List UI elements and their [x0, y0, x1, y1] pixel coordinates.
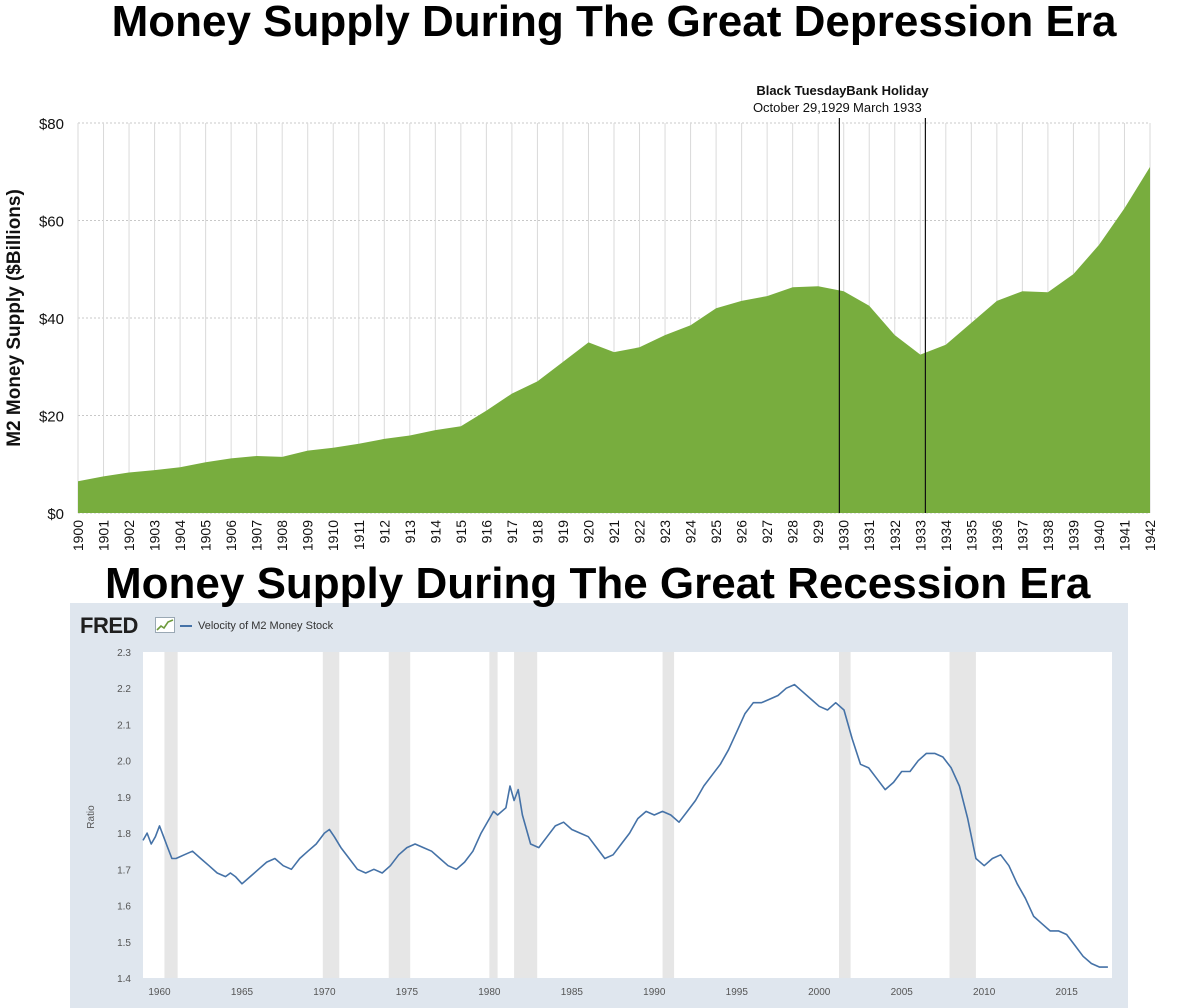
y-tick-label: 2.3	[117, 648, 131, 659]
y-tick-label: 2.2	[117, 684, 131, 695]
x-tick-label: 923	[657, 520, 673, 544]
x-tick-label: 1975	[396, 987, 419, 998]
x-tick-label: 2010	[973, 987, 996, 998]
y-tick-label: $60	[39, 214, 64, 231]
x-tick-label: 1910	[325, 520, 341, 551]
recession-band	[839, 652, 851, 978]
x-tick-label: 922	[632, 520, 648, 544]
depression-area-chart: $0 $20 $40 $60 $80 1900 1901 1902 1903 1904 1905 19…	[4, 83, 1158, 551]
x-tick-label: 2000	[808, 987, 831, 998]
legend-swatch	[180, 625, 192, 628]
x-tick-label: 1907	[249, 520, 265, 551]
x-tick-label: 925	[708, 520, 724, 544]
x-tick-label: 1935	[963, 520, 979, 551]
recession-band	[949, 652, 976, 978]
recession-band	[388, 652, 411, 978]
annotation-title: Bank Holiday	[846, 83, 929, 98]
x-tick-label: 926	[734, 520, 750, 544]
y-axis-label: M2 Money Supply ($Billions)	[4, 189, 25, 447]
chart-title-depression: Money Supply During The Great Depression…	[111, 0, 1117, 46]
x-tick-label: 1933	[912, 520, 928, 551]
y-tick-label: 1.4	[117, 974, 131, 985]
x-tick-label: 1942	[1142, 520, 1158, 551]
x-tick-label: 1970	[313, 987, 336, 998]
x-tick-label: 1941	[1116, 520, 1132, 551]
x-tick-label: 928	[785, 520, 801, 544]
x-tick-label: 1930	[836, 520, 852, 551]
x-tick-label: 1911	[351, 520, 367, 550]
x-tick-label: 917	[504, 520, 520, 544]
x-tick-label: 912	[376, 520, 392, 544]
x-tick-label: 929	[810, 520, 826, 544]
y-tick-label: 1.6	[117, 902, 131, 913]
annotation-title: Black Tuesday	[756, 83, 847, 98]
fred-chart-panel: 1.4 1.5 1.6 1.7 1.8 1.9 2.0 2.1 2.2 2.3 1960 1965 19…	[70, 603, 1128, 1008]
x-tick-label: 1902	[121, 520, 137, 551]
x-tick-label: 1908	[274, 520, 290, 551]
x-tick-label: 1932	[887, 520, 903, 551]
x-tick-label: 916	[478, 520, 494, 544]
x-tick-label: 1904	[172, 520, 188, 551]
fred-legend: Velocity of M2 Money Stock	[180, 618, 333, 634]
x-tick-label: 1940	[1091, 520, 1107, 551]
y-tick-label: $40	[39, 311, 64, 328]
y-tick-label: $80	[39, 116, 64, 133]
x-tick-label: 1985	[561, 987, 584, 998]
x-tick-label: 915	[453, 520, 469, 544]
y-tick-label: $0	[47, 506, 64, 523]
money-supply-area	[78, 166, 1150, 513]
x-tick-label: 1906	[223, 520, 239, 551]
x-tick-label: 2015	[1056, 987, 1079, 998]
y-tick-label: 2.1	[117, 720, 131, 731]
x-tick-label: 1939	[1065, 520, 1081, 551]
x-tick-label: 913	[402, 520, 418, 544]
x-tick-label: 918	[529, 520, 545, 544]
legend-label: Velocity of M2 Money Stock	[198, 620, 334, 632]
x-tick-label: 1901	[96, 520, 112, 551]
chart-title-recession: Money Supply During The Great Recession …	[105, 559, 1091, 608]
velocity-line	[142, 683, 1108, 968]
recession-band	[514, 652, 538, 978]
annotation-subtitle: October 29,1929	[753, 100, 850, 115]
y-axis-label: Ratio	[86, 805, 97, 829]
recession-band	[322, 652, 340, 978]
x-tick-label: 1903	[147, 520, 163, 551]
x-tick-label: 927	[759, 520, 775, 544]
chart-icon	[155, 617, 175, 633]
x-tick-label: 1931	[861, 520, 877, 551]
recession-band	[662, 652, 675, 978]
x-tick-label: 921	[606, 520, 622, 544]
x-tick-label: 1900	[70, 520, 86, 551]
y-tick-label: $20	[39, 409, 64, 426]
x-tick-label: 1995	[726, 987, 749, 998]
x-tick-label: 1909	[300, 520, 316, 551]
y-tick-label: 1.8	[117, 829, 131, 840]
x-tick-label: 1990	[643, 987, 666, 998]
x-tick-label: 1980	[478, 987, 501, 998]
x-tick-label: 1937	[1014, 520, 1030, 551]
y-tick-label: 1.7	[117, 865, 131, 876]
x-tick-label: 919	[555, 520, 571, 544]
annotation-subtitle: March 1933	[853, 100, 922, 115]
velocity-line-chart: 1.4 1.5 1.6 1.7 1.8 1.9 2.0 2.1 2.2 2.3 1960 1965 19…	[86, 648, 1112, 998]
x-tick-label: 1905	[198, 520, 214, 551]
x-tick-label: 1938	[1040, 520, 1056, 551]
x-tick-label: 2005	[891, 987, 914, 998]
recession-band	[164, 652, 178, 978]
x-tick-label: 1936	[989, 520, 1005, 551]
x-tick-label: 1960	[148, 987, 171, 998]
x-tick-label: 914	[427, 520, 443, 544]
y-tick-label: 1.9	[117, 793, 131, 804]
y-tick-label: 2.0	[117, 757, 131, 768]
x-tick-label: 920	[580, 520, 596, 544]
recession-band	[489, 652, 498, 978]
x-tick-label: 924	[683, 520, 699, 544]
x-tick-label: 1965	[231, 987, 254, 998]
fred-logo: FRED	[80, 613, 138, 638]
y-tick-label: 1.5	[117, 938, 131, 949]
x-tick-label: 1934	[938, 520, 954, 551]
